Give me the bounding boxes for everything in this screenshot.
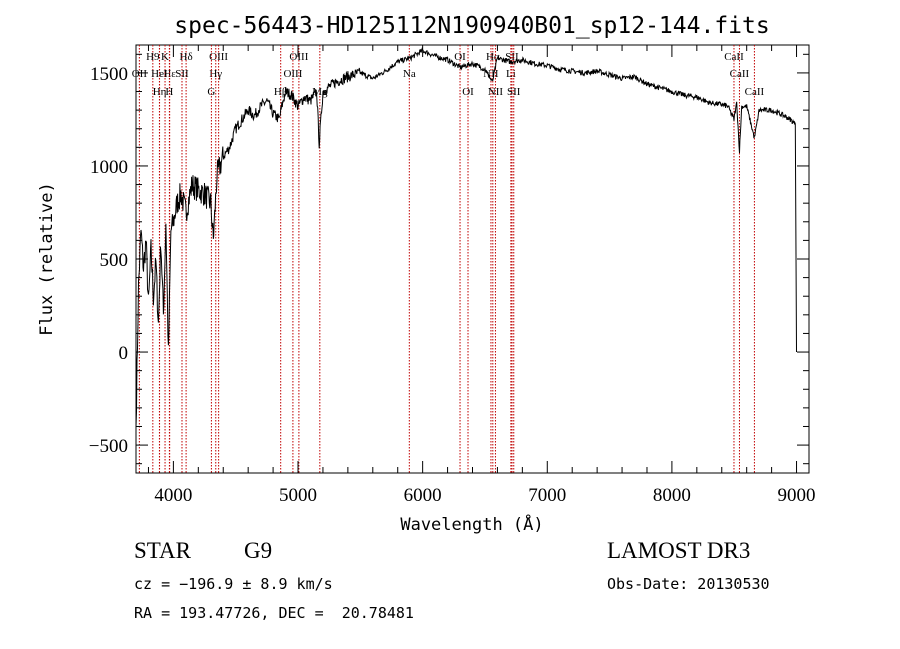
line-label: Hη bbox=[153, 86, 167, 98]
y-tick-label: 500 bbox=[100, 250, 129, 271]
line-label: Hε bbox=[163, 68, 176, 80]
line-label: OII bbox=[132, 68, 148, 80]
line-label: SII bbox=[175, 68, 189, 80]
x-tick-label: 8000 bbox=[653, 485, 691, 506]
line-label: OIII bbox=[283, 68, 302, 80]
line-label: CaII bbox=[745, 86, 765, 98]
object-class: STAR bbox=[134, 538, 191, 563]
line-label: H bbox=[165, 86, 173, 98]
obs-date-text: Obs-Date: 20130530 bbox=[607, 575, 770, 593]
line-label: Hγ bbox=[209, 68, 222, 80]
line-label: OI bbox=[462, 86, 474, 98]
redshift-text: cz = −196.9 ± 8.9 km/s bbox=[134, 575, 333, 593]
x-tick-label: 6000 bbox=[404, 485, 442, 506]
spectrum-line bbox=[135, 46, 797, 427]
x-tick-label: 4000 bbox=[154, 485, 192, 506]
y-tick-label: 0 bbox=[119, 343, 129, 364]
x-tick-label: 9000 bbox=[778, 485, 816, 506]
x-tick-label: 7000 bbox=[528, 485, 566, 506]
line-label: Li bbox=[506, 68, 516, 80]
line-label: Hδ bbox=[180, 51, 193, 63]
plot-frame bbox=[135, 44, 810, 474]
line-label: OIII bbox=[289, 51, 308, 63]
y-tick-label: 1500 bbox=[90, 64, 128, 85]
line-label: SII bbox=[507, 86, 521, 98]
y-tick-label: 1000 bbox=[90, 157, 128, 178]
survey-name: LAMOST DR3 bbox=[607, 538, 751, 563]
line-label: H9 bbox=[146, 51, 160, 63]
y-tick-label: −500 bbox=[89, 436, 128, 457]
subclass: G9 bbox=[244, 538, 273, 563]
x-tick-label: 5000 bbox=[279, 485, 317, 506]
x-axis-label: Wavelength (Å) bbox=[400, 513, 543, 535]
line-label: CaII bbox=[724, 51, 744, 63]
line-label: G bbox=[207, 86, 215, 98]
y-axis-label: Flux (relative) bbox=[37, 182, 57, 336]
line-label: HeI bbox=[151, 68, 168, 80]
line-label: OIII bbox=[209, 51, 228, 63]
line-label: NII bbox=[488, 86, 504, 98]
line-label: CaII bbox=[730, 68, 750, 80]
axis-ticks: 4000 5000 6000 7000 8000 9000 −500 0 500 1000 1500 bbox=[89, 45, 816, 506]
line-label: K bbox=[161, 51, 169, 63]
chart-title: spec-56443-HD125112N190940B01_sp12-144.f… bbox=[174, 13, 769, 39]
coordinates-text: RA = 193.47726, DEC = 20.78481 bbox=[134, 604, 414, 622]
line-label: Na bbox=[403, 68, 416, 80]
line-label: OI bbox=[454, 51, 466, 63]
